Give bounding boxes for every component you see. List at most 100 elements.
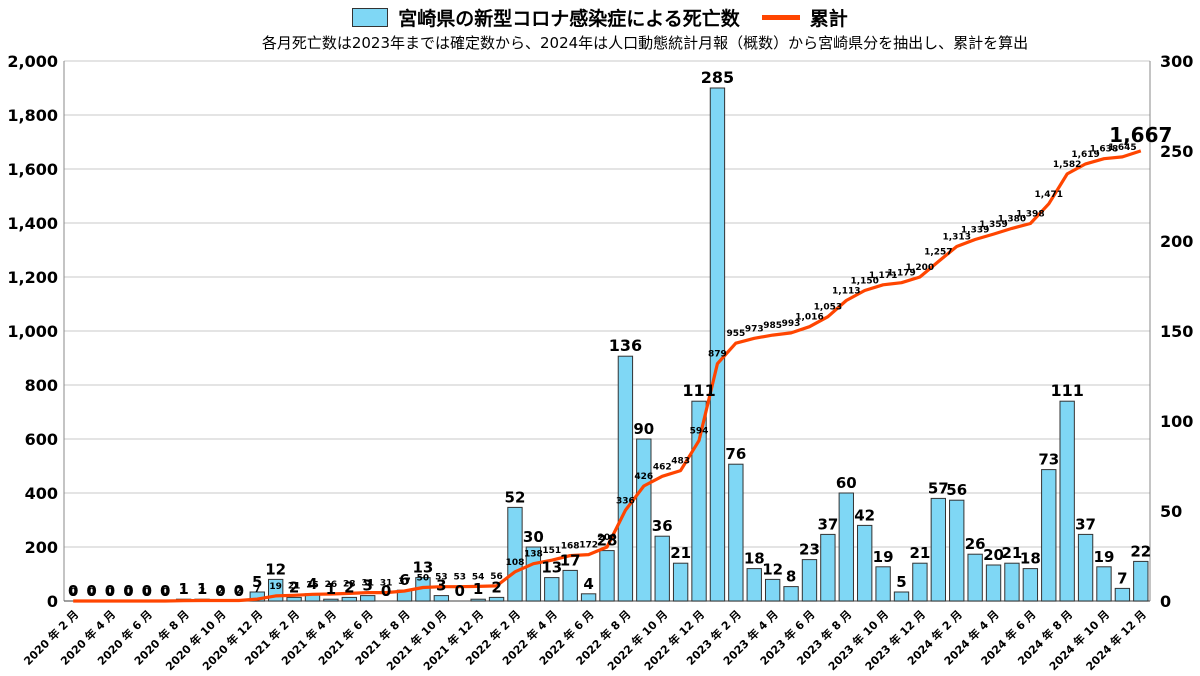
bar-value-label: 90 (633, 420, 654, 438)
bar-value-label: 0 (160, 582, 170, 600)
left-axis-tick: 0 (47, 592, 58, 611)
left-axis-tick: 1,400 (7, 214, 58, 233)
cumulative-label: 2 (217, 586, 223, 596)
left-axis-tick: 600 (25, 430, 58, 449)
left-axis-tick: 200 (25, 538, 58, 557)
cumulative-label: 483 (671, 457, 690, 467)
bar-value-label: 2 (344, 578, 354, 596)
cumulative-label: 56 (490, 572, 503, 582)
bar (691, 400, 707, 602)
cumulative-label: 50 (417, 574, 430, 584)
bar-value-label: 42 (854, 506, 875, 524)
bar-value-label: 136 (609, 336, 642, 355)
bar (636, 438, 652, 602)
bar-value-label: 30 (523, 528, 544, 546)
cumulative-label: 879 (708, 350, 727, 360)
legend-bar-swatch (352, 8, 389, 27)
cumulative-label: 19 (269, 582, 282, 592)
bar-value-label: 26 (965, 535, 986, 553)
bar (544, 577, 560, 602)
cumulative-label: 2 (236, 586, 242, 596)
bar-value-label: 18 (1020, 550, 1041, 568)
cumulative-label: 1,619 (1071, 150, 1099, 160)
bar (525, 546, 542, 602)
bar-value-label: 285 (701, 68, 734, 87)
bar-value-label: 56 (946, 481, 967, 499)
bar-value-label: 13 (541, 559, 562, 577)
bar-value-label: 0 (68, 582, 78, 600)
bar-value-label: 37 (1075, 515, 1096, 533)
right-axis-tick: 0 (1160, 592, 1171, 611)
cumulative-label: 1,359 (979, 220, 1007, 230)
bar-value-label: 21 (1002, 544, 1023, 562)
bar-value-label: 0 (455, 582, 465, 600)
bar (1041, 469, 1057, 602)
bar-value-label: 18 (744, 550, 765, 568)
cumulative-label: 1,257 (924, 248, 952, 258)
cumulative-label: 172 (579, 541, 598, 551)
bar (801, 559, 818, 602)
right-axis-tick: 100 (1160, 412, 1193, 431)
bar (617, 355, 634, 602)
cumulative-label: 53 (453, 573, 466, 583)
cumulative-label: 21 (288, 581, 301, 591)
left-axis-tick: 1,000 (7, 322, 58, 341)
left-axis-tick: 1,600 (7, 160, 58, 179)
right-axis-tick: 250 (1160, 142, 1193, 161)
bar (838, 492, 854, 602)
bar-value-label: 1 (178, 580, 188, 598)
bar-value-label: 3 (436, 577, 446, 595)
bar-value-label: 2 (491, 578, 501, 596)
bar (360, 595, 376, 602)
bar (1059, 400, 1075, 602)
cumulative-label: 1,313 (942, 232, 970, 242)
cumulative-label: 1,645 (1108, 143, 1136, 153)
bar (1114, 587, 1131, 602)
bar-value-label: 60 (836, 474, 857, 492)
bar (580, 593, 597, 602)
bar (746, 568, 762, 602)
bar (1133, 560, 1149, 602)
cumulative-label: 1,339 (961, 225, 989, 235)
bar (286, 596, 302, 602)
cumulative-label: 0 (162, 587, 168, 597)
cumulative-label: 25 (306, 580, 319, 590)
bar-value-label: 111 (682, 381, 715, 400)
cumulative-label: 0 (144, 587, 150, 597)
bar-value-label: 0 (105, 582, 115, 600)
bar (875, 566, 891, 602)
cumulative-label: 53 (435, 573, 448, 583)
bar-value-label: 20 (983, 546, 1004, 564)
bar (728, 463, 744, 602)
cumulative-label: 37 (398, 577, 411, 587)
cumulative-label: 985 (763, 321, 782, 331)
bar (341, 596, 357, 602)
cumulative-label: 1,150 (850, 277, 878, 287)
left-axis-tick: 800 (25, 376, 58, 395)
cumulative-label: 31 (380, 579, 393, 589)
cumulative-label: 426 (634, 472, 653, 482)
bar (967, 553, 983, 602)
bar (985, 564, 1002, 602)
cumulative-label: 0 (107, 587, 113, 597)
legend-bar-label: 宮崎県の新型コロナ感染症による死亡数 (398, 8, 740, 30)
cumulative-label: 54 (472, 572, 485, 582)
bar-value-label: 22 (1130, 542, 1151, 560)
cumulative-label: 462 (653, 462, 672, 472)
bar (783, 586, 799, 602)
right-axis-tick: 50 (1160, 502, 1182, 521)
bar-value-label: 8 (786, 568, 796, 586)
cumulative-label: 1,638 (1090, 145, 1118, 155)
cumulative-label: 1,667 (1109, 123, 1172, 147)
cumulative-label: 1 (181, 587, 187, 597)
cumulative-label: 168 (561, 542, 580, 552)
cumulative-label: 1,016 (795, 313, 823, 323)
bar-value-label: 3 (362, 577, 372, 595)
cumulative-label: 1,398 (1016, 210, 1044, 220)
bar-value-label: 21 (909, 544, 930, 562)
bar-value-label: 4 (307, 575, 317, 593)
bar-value-label: 21 (670, 544, 691, 562)
bar-value-label: 37 (817, 515, 838, 533)
